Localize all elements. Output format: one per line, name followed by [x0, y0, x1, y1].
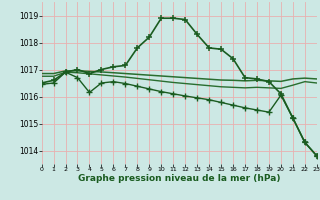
X-axis label: Graphe pression niveau de la mer (hPa): Graphe pression niveau de la mer (hPa)	[78, 174, 280, 183]
